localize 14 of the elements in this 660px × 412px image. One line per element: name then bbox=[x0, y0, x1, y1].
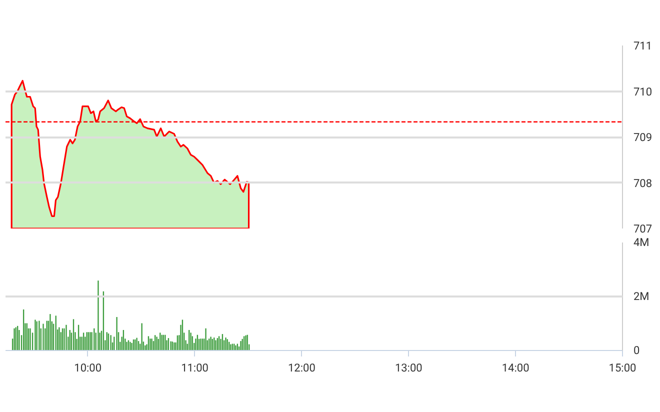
x-tick-label: 10:00 bbox=[74, 362, 102, 374]
x-tick-label: 14:00 bbox=[502, 362, 530, 374]
y-tick-label: 2M bbox=[634, 290, 650, 303]
y-tick-label: 710 bbox=[634, 85, 652, 98]
y-tick-label: 711 bbox=[634, 40, 652, 52]
x-tick-label: 12:00 bbox=[288, 362, 316, 374]
x-tick-label: 15:00 bbox=[608, 362, 636, 374]
y-tick-label: 709 bbox=[634, 131, 652, 144]
y-tick-label: 707 bbox=[634, 222, 652, 236]
y-tick-label: 0 bbox=[634, 344, 640, 357]
x-tick-label: 11:00 bbox=[181, 362, 208, 374]
y-tick-label: 4M bbox=[634, 236, 650, 249]
y-tick-label: 708 bbox=[634, 176, 652, 190]
x-tick-label: 13:00 bbox=[394, 362, 422, 374]
